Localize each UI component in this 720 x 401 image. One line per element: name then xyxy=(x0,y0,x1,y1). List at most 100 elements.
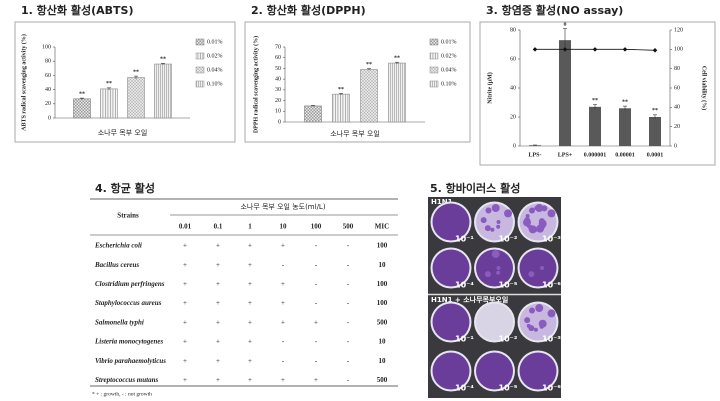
error-bar xyxy=(533,144,537,146)
error-bar xyxy=(653,114,657,120)
plaque-layer xyxy=(519,249,557,287)
y-tick-label: 0 xyxy=(48,115,51,121)
error-bar xyxy=(367,68,371,71)
chart-title: 3. 항염증 활성(NO assay) xyxy=(486,3,623,17)
table-cell: + xyxy=(183,261,187,269)
significance-label: ** xyxy=(79,91,85,97)
table-column-header: 0.1 xyxy=(214,223,223,231)
error-bar xyxy=(134,75,138,79)
dilution-label: 10⁻¹ xyxy=(455,235,474,244)
legend-swatch xyxy=(429,52,439,60)
table-cell: + xyxy=(216,318,220,326)
table-cell: + xyxy=(248,338,252,346)
panel-frame xyxy=(14,21,236,143)
table-column-header: 10 xyxy=(280,223,288,231)
plaque-layer xyxy=(476,303,513,341)
dilution-label: 10⁻⁴ xyxy=(455,384,474,393)
table-cell: - xyxy=(347,299,350,307)
table-column-header: 1 xyxy=(248,223,252,231)
table-cell: - xyxy=(315,338,318,346)
error-bar xyxy=(339,93,343,95)
dilution-label: 10⁻² xyxy=(499,235,518,244)
significance-label: ** xyxy=(106,81,112,87)
table-column-header: 100 xyxy=(311,223,322,231)
table-cell: + xyxy=(314,376,318,384)
y2-tick-label: 80 xyxy=(674,66,680,72)
table-cell: 10 xyxy=(379,338,387,346)
dilution-label: 10⁻⁶ xyxy=(542,384,561,393)
y-axis-label: Nitrite (μM) xyxy=(486,72,493,104)
table-cell: + xyxy=(216,280,220,288)
error-bar xyxy=(395,61,399,64)
bar xyxy=(589,106,601,146)
table-cell: 500 xyxy=(377,318,388,326)
x-tick-label: LPS+ xyxy=(558,152,573,158)
plaque xyxy=(541,205,548,212)
table-cell: + xyxy=(248,318,252,326)
error-bar xyxy=(593,104,597,110)
error-bar xyxy=(161,63,165,65)
table-cell: - xyxy=(347,242,350,250)
bar xyxy=(529,145,541,146)
strain-name: Clostridium perfringens xyxy=(95,280,165,288)
legend-label: 0.01% xyxy=(207,39,223,45)
table-cell: - xyxy=(347,280,350,288)
table-cell: 10 xyxy=(379,357,387,365)
legend-label: 0.02% xyxy=(207,53,223,59)
error-bar xyxy=(80,97,84,100)
table-cell: 10 xyxy=(379,261,387,269)
significance-label: ** xyxy=(592,98,598,104)
line-marker xyxy=(622,47,628,52)
significance-label: ** xyxy=(338,87,344,93)
y-axis-label: ABTS radical scavenging activity (%) xyxy=(20,34,27,131)
legend-label: 0.02% xyxy=(441,53,457,59)
group-label: H1N1 xyxy=(431,198,453,206)
line-marker xyxy=(652,48,658,53)
plaque xyxy=(535,304,544,313)
y-tick-label: 40 xyxy=(45,87,51,93)
plaque xyxy=(484,225,491,232)
legend-swatch xyxy=(195,80,205,88)
legend-label: 0.04% xyxy=(441,67,457,73)
significance-label: ** xyxy=(622,100,628,106)
significance-label: ** xyxy=(366,62,372,68)
strain-name: Bacillus cereus xyxy=(94,261,139,269)
plaque xyxy=(547,209,556,218)
y2-tick-label: 120 xyxy=(674,27,683,33)
table-cell: - xyxy=(315,299,318,307)
table-cell: - xyxy=(315,280,318,288)
table-cell: + xyxy=(248,280,252,288)
table-cell: + xyxy=(183,242,187,250)
x-tick-label: LPS- xyxy=(528,152,541,158)
dilution-label: 10⁻⁴ xyxy=(455,281,474,290)
plaque xyxy=(490,227,495,232)
table-cell: - xyxy=(347,318,350,326)
plaque xyxy=(523,218,532,227)
line-marker xyxy=(592,47,598,52)
plaque xyxy=(484,271,491,278)
table-cell: + xyxy=(281,376,285,384)
y-tick-label: 10 xyxy=(275,109,281,115)
table-cell: + xyxy=(281,242,285,250)
bar xyxy=(304,105,322,123)
legend-swatch xyxy=(429,38,439,46)
strain-name: Vibrio parahaemolyticus xyxy=(95,357,166,365)
table-cell: + xyxy=(183,376,187,384)
y-tick-label: 20 xyxy=(510,114,516,120)
x-axis-label: 소나무 목부 오일 xyxy=(330,129,380,138)
error-bar xyxy=(311,105,315,107)
y2-tick-label: 20 xyxy=(674,124,680,130)
table-cell: - xyxy=(282,357,285,365)
y-tick-label: 100 xyxy=(42,44,51,50)
plaque xyxy=(528,271,535,278)
table-cell: - xyxy=(347,338,350,346)
y-tick-label: 60 xyxy=(275,55,281,61)
plaque xyxy=(496,224,501,229)
table-cell: + xyxy=(183,338,187,346)
x-tick-label: 0.000001 xyxy=(584,152,607,158)
table-cell: - xyxy=(315,357,318,365)
table-column-header: 500 xyxy=(343,223,354,231)
table-cell: - xyxy=(282,261,285,269)
y-tick-label: 70 xyxy=(275,44,281,50)
dilution-label: 10⁻² xyxy=(499,335,518,344)
